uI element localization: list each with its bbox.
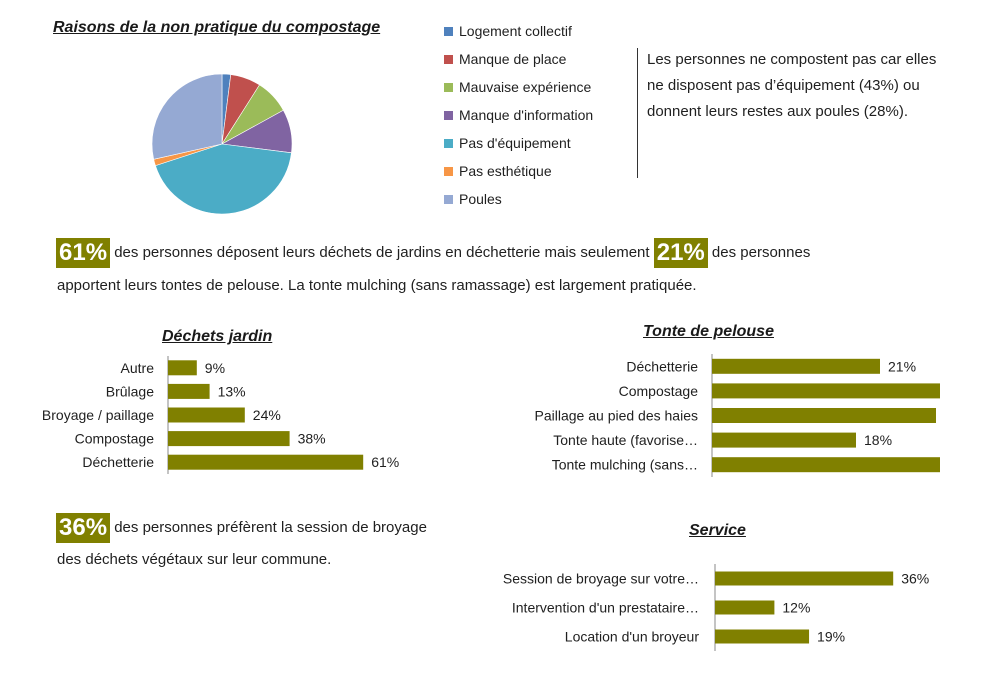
paragraph-text-2: des personnes [707, 244, 811, 261]
bar-category-label: Tonte haute (favorise… [553, 432, 698, 448]
legend-label: Mauvaise expérience [459, 79, 592, 95]
legend-label: Pas esthétique [459, 163, 552, 179]
legend-item-logement-collectif: Logement collectif [444, 20, 572, 42]
bar-tonte-mulching-sans [712, 457, 940, 473]
bar-category-label: Compostage [75, 431, 155, 447]
paragraph2-text-1: des personnes préfèrent la session de br… [110, 519, 427, 536]
bar-chart-service: Session de broyage sur votre… 36% Interven… [503, 564, 929, 651]
legend-item-manque-de-place: Manque de place [444, 48, 566, 70]
bar-brulage [168, 383, 210, 399]
legend-item-pas-esthetique: Pas esthétique [444, 160, 552, 182]
bar-location-d-un-broyeur [715, 629, 810, 644]
legend-swatch [444, 138, 453, 148]
note-divider [637, 48, 638, 178]
legend-swatch [444, 82, 453, 92]
bar-value-label: 18% [864, 432, 892, 448]
legend-item-poules: Poules [444, 188, 502, 210]
bar-session-de-broyage-sur-votre [715, 571, 894, 586]
legend-swatch [444, 194, 453, 204]
bar-category-label: Compostage [619, 383, 699, 399]
bar-category-label: Session de broyage sur votre… [503, 571, 699, 587]
bar-tonte-haute-favorise [712, 432, 856, 448]
bar-category-label: Tonte mulching (sans… [552, 457, 698, 473]
pie-slice-pas-d-equipement [155, 143, 292, 215]
pie-chart-title: Raisons de la non pratique du compostage [53, 19, 381, 36]
bar-value-label: 9% [205, 360, 225, 376]
pie-slice-poules [151, 73, 223, 160]
bar-paillage-au-pied-des-haies [712, 408, 936, 423]
bar-category-label: Intervention d'un prestataire… [512, 600, 699, 616]
bar-category-label: Brûlage [106, 383, 154, 399]
bar-chart-jardin-title: Déchets jardin [162, 328, 273, 345]
pie-note: Les personnes ne compostent pas car elle… [647, 51, 937, 120]
bar-value-label: 13% [218, 383, 246, 399]
bar-intervention-d-un-prestataire [715, 600, 775, 615]
bar-value-label: 38% [298, 431, 326, 447]
bar-dechetterie [168, 454, 364, 470]
bar-value-label: 24% [253, 407, 281, 423]
bar-compostage [712, 383, 940, 399]
bar-dechetterie [712, 358, 880, 374]
legend-label: Manque d'information [459, 107, 594, 123]
bar-category-label: Déchetterie [626, 358, 698, 374]
legend-label: Poules [459, 191, 502, 207]
bar-value-label: 61% [371, 454, 399, 470]
paragraph-broyage: 36% des personnes préfèrent la session d… [56, 513, 427, 543]
bar-value-label: 12% [782, 600, 810, 616]
bar-category-label: Location d'un broyeur [565, 629, 700, 645]
pie-chart [151, 73, 293, 215]
paragraph-broyage-line2: des déchets végétaux sur leur commune. [57, 551, 332, 568]
legend-label: Pas d'équipement [459, 135, 571, 151]
bar-value-label: 19% [817, 629, 845, 645]
bar-chart-tonte-title: Tonte de pelouse [643, 323, 774, 340]
paragraph-deposit: 61% des personnes déposent leurs déchets… [56, 238, 810, 268]
bar-value-label: 36% [901, 571, 929, 587]
paragraph-text-1: des personnes déposent leurs déchets de … [110, 244, 654, 261]
legend-item-pas-d-equipement: Pas d'équipement [444, 132, 571, 154]
legend-item-mauvaise-experience: Mauvaise expérience [444, 76, 591, 98]
bar-compostage [168, 431, 290, 447]
highlight-61: 61% [56, 238, 111, 268]
legend-swatch [444, 110, 453, 120]
bar-chart-jardin: Autre 9% Brûlage 13% Broyage / paillage 24% Co… [42, 356, 399, 474]
bar-category-label: Broyage / paillage [42, 407, 154, 423]
legend-label: Logement collectif [459, 23, 572, 39]
bar-category-label: Déchetterie [82, 454, 154, 470]
legend-label: Manque de place [459, 51, 567, 67]
legend-swatch [444, 166, 453, 176]
legend-swatch [444, 26, 453, 36]
legend-swatch [444, 54, 453, 64]
bar-value-label: 21% [888, 358, 916, 374]
legend-item-manque-d-information: Manque d'information [444, 104, 593, 126]
bar-broyage-paillage [168, 407, 245, 423]
bar-chart-service-title: Service [689, 522, 746, 539]
highlight-36: 36% [56, 513, 111, 543]
bar-category-label: Autre [121, 360, 155, 376]
paragraph-deposit-line2: apportent leurs tontes de pelouse. La to… [57, 277, 697, 294]
highlight-21: 21% [653, 238, 708, 268]
bar-category-label: Paillage au pied des haies [535, 408, 698, 424]
bar-autre [168, 360, 197, 376]
